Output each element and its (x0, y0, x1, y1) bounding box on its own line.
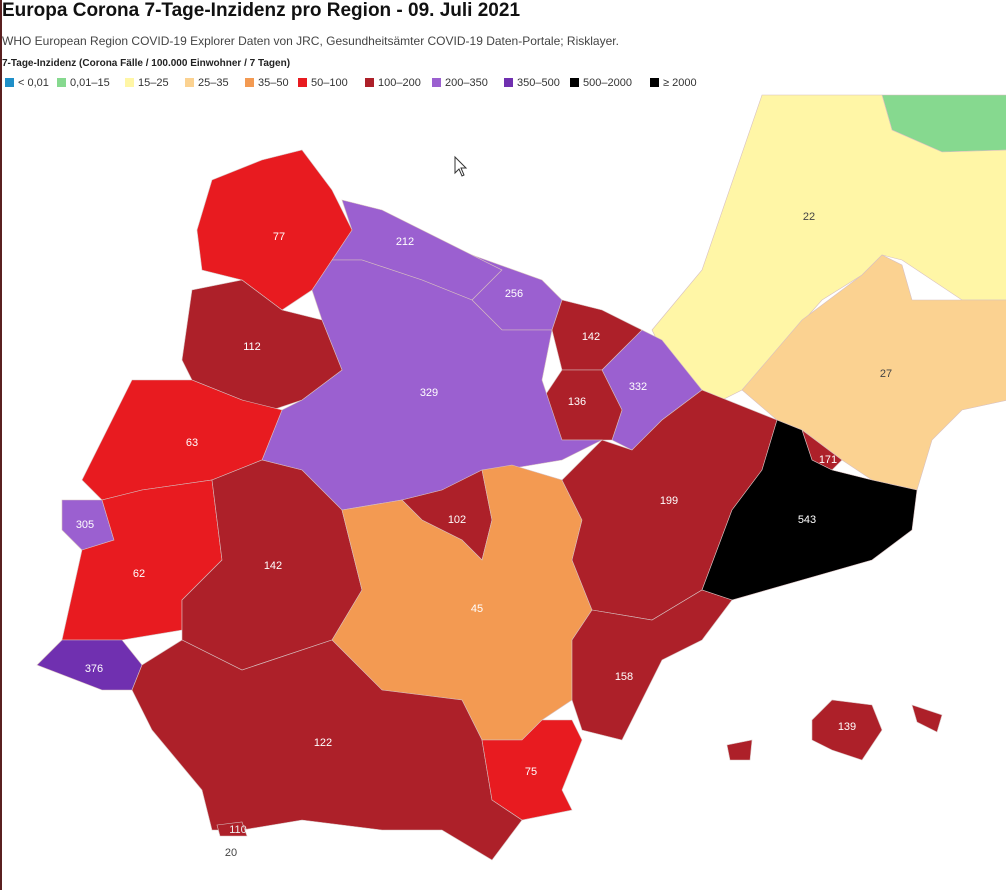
legend-swatch (432, 78, 441, 87)
region-label: 112 (243, 341, 261, 353)
legend-label: ≥ 2000 (663, 77, 697, 89)
legend-label: 350–500 (517, 77, 560, 89)
region-label: 62 (133, 568, 145, 580)
legend-label: 100–200 (378, 77, 421, 89)
region (216, 821, 248, 837)
region-label: 20 (225, 847, 237, 859)
region-label: 376 (85, 663, 103, 675)
legend-label: 15–25 (138, 77, 169, 89)
region-label: 171 (819, 454, 837, 466)
subtitle: WHO European Region COVID-19 Explorer Da… (2, 34, 619, 48)
region (811, 699, 883, 761)
legend: < 0,01 0,01–15 15–25 25–35 35–50 50–100 100–20… (5, 77, 697, 89)
legend-swatch (57, 78, 66, 87)
legend-title: 7-Tage-Inzidenz (Corona Fälle / 100.000 … (2, 58, 291, 69)
mouse-cursor (454, 155, 468, 177)
region (181, 279, 343, 411)
region (701, 419, 918, 601)
region (481, 719, 583, 821)
region-label: 305 (76, 519, 94, 531)
region-labels: 22 27 212 256 142 332 136 329 77 112 63 … (76, 211, 892, 859)
legend-swatch (125, 78, 134, 87)
legend-label: 25–35 (198, 77, 229, 89)
region-label: 139 (838, 721, 856, 733)
region-label: 212 (396, 236, 414, 248)
legend-label: 0,01–15 (70, 77, 110, 89)
region-label: 122 (314, 737, 332, 749)
legend-label: 50–100 (311, 77, 348, 89)
region-label: 77 (273, 231, 285, 243)
legend-label: < 0,01 (18, 77, 49, 89)
region-label: 199 (660, 495, 678, 507)
region-label: 110 (229, 824, 247, 836)
legend-swatch (504, 78, 513, 87)
region (196, 149, 353, 311)
legend-swatch (365, 78, 374, 87)
region (261, 259, 603, 511)
legend-swatch (570, 78, 579, 87)
regions (36, 94, 1006, 861)
legend-swatch (245, 78, 254, 87)
legend-swatch (650, 78, 659, 87)
region (571, 589, 733, 741)
region-label: 63 (186, 437, 198, 449)
region-label: 136 (568, 396, 586, 408)
legend-swatch (298, 78, 307, 87)
region-label: 22 (803, 211, 815, 223)
region-label: 75 (525, 766, 537, 778)
region-label: 329 (420, 387, 438, 399)
region-label: 27 (880, 368, 892, 380)
legend-label: 200–350 (445, 77, 488, 89)
legend-label: 500–2000 (583, 77, 632, 89)
region (131, 639, 523, 861)
region (726, 739, 753, 761)
region-label: 142 (582, 331, 600, 343)
region-label: 543 (798, 514, 816, 526)
legend-swatch (5, 78, 14, 87)
legend-swatch (185, 78, 194, 87)
region-label: 45 (471, 603, 483, 615)
region-label: 102 (448, 514, 466, 526)
legend-label: 35–50 (258, 77, 289, 89)
region (911, 704, 943, 733)
region-label: 142 (264, 560, 282, 572)
region-label: 256 (505, 288, 523, 300)
region-label: 332 (629, 381, 647, 393)
region-label: 158 (615, 671, 633, 683)
title: Europa Corona 7-Tage-Inzidenz pro Region… (2, 0, 521, 21)
